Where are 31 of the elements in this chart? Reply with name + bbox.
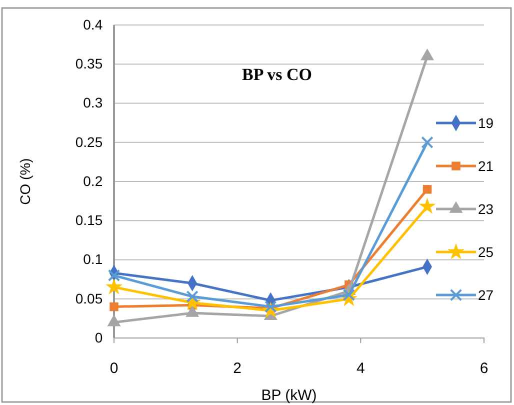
legend-label: 23 bbox=[478, 201, 494, 217]
point bbox=[421, 136, 434, 148]
text: BP vs CO bbox=[242, 65, 312, 84]
point bbox=[420, 49, 434, 60]
point bbox=[106, 279, 122, 294]
legend-label: 25 bbox=[478, 244, 494, 260]
x-tick-label: 2 bbox=[233, 360, 242, 377]
point bbox=[110, 302, 118, 312]
y-tick-label: 0.35 bbox=[75, 56, 103, 72]
x-axis-title: BP (kW) bbox=[261, 387, 317, 404]
point bbox=[420, 198, 435, 213]
y-tick-label: 0.15 bbox=[75, 212, 103, 228]
y-axis-title: CO (%) bbox=[17, 158, 33, 205]
point bbox=[186, 290, 198, 303]
legend-label: 19 bbox=[478, 115, 494, 131]
y-tick-label: 0.05 bbox=[75, 290, 103, 306]
legend-label: 21 bbox=[478, 158, 494, 174]
point bbox=[108, 315, 120, 326]
y-tick-label: 0.25 bbox=[75, 134, 103, 150]
point bbox=[422, 184, 432, 194]
y-tick-label: 0.1 bbox=[83, 251, 103, 268]
legend-label: 27 bbox=[478, 287, 494, 303]
point bbox=[186, 306, 199, 317]
x-tick-label: 6 bbox=[480, 360, 488, 377]
y-tick-label: 0.4 bbox=[83, 16, 103, 32]
y-tick-label: 0.3 bbox=[83, 94, 103, 111]
y-tick-label: 0.2 bbox=[83, 172, 103, 189]
x-tick-label: 0 bbox=[110, 360, 118, 377]
x-tick-label: 4 bbox=[356, 360, 365, 377]
point bbox=[108, 269, 120, 282]
y-tick-label: 0 bbox=[94, 329, 103, 346]
